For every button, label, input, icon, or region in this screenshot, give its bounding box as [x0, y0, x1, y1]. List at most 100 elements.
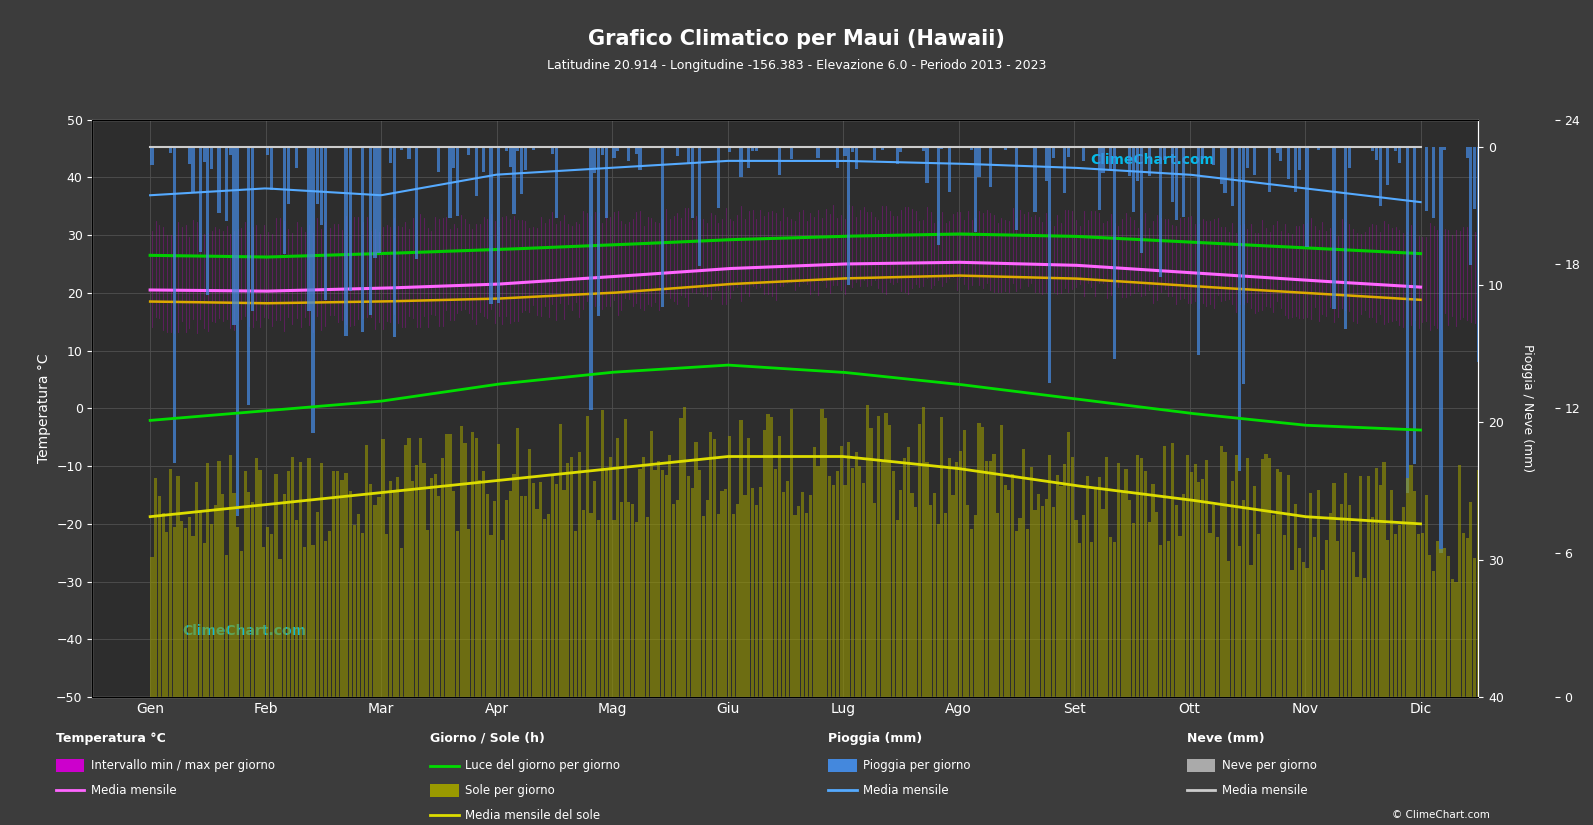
Bar [1378, 485, 1381, 697]
Bar [661, 147, 664, 307]
Bar [750, 147, 753, 151]
Bar [597, 520, 601, 697]
Bar [456, 147, 459, 216]
Bar [1458, 465, 1461, 697]
Bar [1187, 455, 1190, 697]
Bar [1372, 517, 1375, 697]
Bar [683, 408, 687, 697]
Bar [664, 475, 667, 697]
Bar [1443, 147, 1446, 150]
Bar [1402, 507, 1405, 697]
Bar [906, 447, 910, 697]
Bar [870, 427, 873, 697]
Bar [612, 521, 615, 697]
Bar [790, 147, 793, 159]
Bar [1282, 535, 1286, 697]
Bar [336, 470, 339, 697]
Bar [1364, 578, 1367, 697]
Bar [414, 465, 417, 697]
Bar [430, 478, 433, 697]
Bar [295, 147, 298, 168]
Bar [497, 147, 500, 303]
Bar [1059, 487, 1063, 697]
Bar [926, 147, 929, 183]
Bar [586, 416, 589, 697]
Bar [1477, 147, 1480, 361]
Bar [532, 483, 535, 697]
Text: Media mensile: Media mensile [1222, 784, 1308, 797]
Bar [1166, 541, 1169, 697]
Bar [812, 446, 816, 697]
Bar [589, 513, 593, 697]
Bar [1004, 485, 1007, 697]
Bar [593, 481, 596, 697]
Bar [1109, 147, 1112, 169]
Bar [922, 407, 926, 697]
Bar [1260, 460, 1263, 697]
Bar [207, 463, 209, 697]
Bar [516, 428, 519, 697]
Bar [266, 147, 269, 154]
Bar [1344, 473, 1348, 697]
Bar [1144, 471, 1147, 697]
Bar [973, 147, 977, 232]
Bar [258, 470, 261, 697]
Bar [295, 521, 298, 697]
Bar [881, 147, 884, 150]
Bar [862, 483, 865, 697]
Bar [1499, 528, 1502, 697]
Text: Neve per giorno: Neve per giorno [1222, 759, 1317, 772]
Text: Media mensile: Media mensile [863, 784, 949, 797]
Bar [180, 521, 183, 697]
Bar [1117, 464, 1120, 697]
Bar [642, 457, 645, 697]
Bar [1029, 467, 1032, 697]
Bar [1279, 147, 1282, 161]
Bar [1056, 475, 1059, 697]
Bar [411, 482, 414, 697]
Text: Grafico Climatico per Maui (Hawaii): Grafico Climatico per Maui (Hawaii) [588, 29, 1005, 49]
Bar [1179, 536, 1182, 697]
Bar [341, 479, 344, 697]
Bar [172, 147, 175, 463]
Bar [1432, 147, 1435, 218]
Bar [535, 510, 538, 697]
Bar [1421, 533, 1424, 697]
Bar [373, 505, 376, 697]
Bar [169, 147, 172, 153]
Bar [1128, 500, 1131, 697]
Bar [1246, 147, 1249, 167]
Bar [516, 147, 519, 151]
Bar [1015, 147, 1018, 230]
Bar [1015, 531, 1018, 697]
Bar [497, 444, 500, 697]
Bar [1337, 540, 1340, 697]
Bar [207, 147, 209, 295]
Bar [601, 147, 604, 155]
Y-axis label: Giorno / Sole (h): Giorno / Sole (h) [1591, 357, 1593, 460]
Bar [505, 147, 508, 151]
Bar [467, 529, 470, 697]
Bar [922, 147, 926, 151]
Bar [323, 147, 327, 299]
Bar [233, 147, 236, 324]
Bar [1223, 451, 1227, 697]
Bar [188, 517, 191, 697]
Bar [467, 147, 470, 154]
Bar [452, 491, 456, 697]
Bar [744, 495, 747, 697]
Bar [1496, 470, 1499, 697]
Bar [524, 496, 527, 697]
Bar [796, 507, 800, 697]
Bar [1048, 147, 1051, 383]
Bar [1094, 488, 1098, 697]
Bar [1204, 460, 1207, 697]
Bar [1136, 455, 1139, 697]
Bar [1321, 570, 1324, 697]
Bar [419, 438, 422, 697]
Bar [425, 530, 429, 697]
Bar [593, 147, 596, 172]
Bar [884, 413, 887, 697]
Bar [903, 458, 906, 697]
Bar [287, 147, 290, 205]
